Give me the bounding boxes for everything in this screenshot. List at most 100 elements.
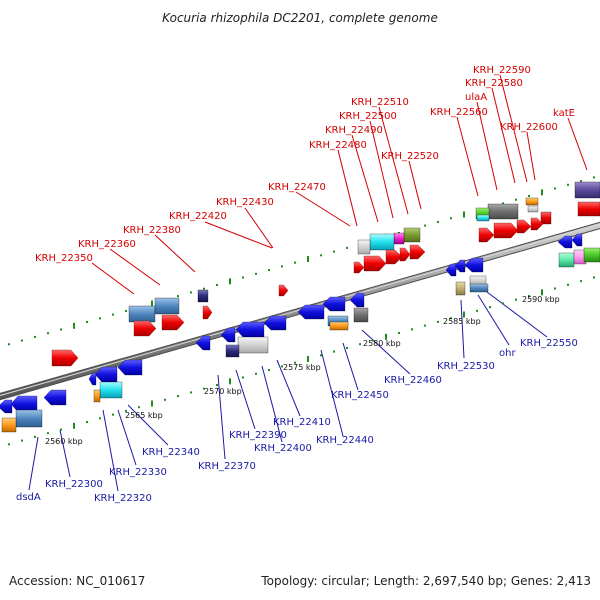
gene-box-krh22580 [487,203,519,220]
scale-tick [138,406,140,409]
scale-tick [502,202,504,205]
scale-tick [177,295,179,298]
scale-tick [34,335,36,338]
scale-tick [34,435,36,438]
kbp-label: 2560 kbp [45,437,83,446]
scale-tick [320,254,322,257]
scale-tick [255,372,257,375]
gene-label-krh22360: KRH_22360 [78,239,136,250]
scale-tick [60,428,62,431]
reverse-gene-arrow [297,304,325,320]
leader-kate [567,117,588,171]
reverse-gene-arrow [571,233,583,247]
gene-box-mint [558,252,575,268]
reverse-gene-arrow [220,327,236,343]
kbp-labels: 2560 kbp 2565 kbp 2570 kbp 2575 kbp 2580… [45,295,560,446]
forward-arrows [51,217,544,367]
gene-box-krh22560 [476,214,490,222]
leader-krh22330 [117,409,137,466]
leader-krh22460 [361,329,411,375]
scale-tick [463,311,465,318]
gene-label-krh22510: KRH_22510 [351,97,409,108]
reverse-gene-arrow [10,395,38,413]
scale-tick [541,289,543,296]
genome-summary-text: Topology: circular; Length: 2,697,540 bp… [261,574,591,588]
kbp-label: 2575 kbp [283,363,321,372]
scale-tick [203,287,205,290]
scale-tick [60,328,62,331]
scale-tick [307,256,309,262]
reverse-genes [1,247,600,433]
leader-ulaa [476,101,498,191]
gene-box-green [583,247,600,263]
forward-gene-arrow [363,255,387,272]
leader-krh22550 [486,291,548,338]
scale-tick [567,183,569,186]
forward-gene-arrow [399,247,411,262]
gene-label-krh22450: KRH_22450 [331,390,389,401]
scale-tick [112,413,114,416]
forward-gene-arrow [478,227,495,243]
gene-label-krh22410: KRH_22410 [273,417,331,428]
scale-tick [73,422,75,429]
leader-krh22580 [491,87,516,184]
gene-label-krh22400: KRH_22400 [254,443,312,454]
leader-krh22500 [369,120,394,219]
scale-tick [268,269,270,272]
gene-label-krh22330: KRH_22330 [109,467,167,478]
scale-tick [112,313,114,316]
scale-tick [99,417,101,420]
reverse-gene-arrow [117,359,143,376]
kbp-label: 2585 kbp [443,317,481,326]
forward-gene-arrow [278,284,289,297]
scale-tick [593,176,595,179]
scale-tick [424,224,426,227]
scale-tick [255,272,257,275]
gene-box-krh22350 [128,305,156,323]
kbp-label: 2565 kbp [125,411,163,420]
scale-tick [333,250,335,253]
gene-label-krh22580: KRH_22580 [465,78,523,89]
scale-tick [554,187,556,190]
scale-tick [463,211,465,218]
scale-tick [294,261,296,264]
gene-label-krh22600: KRH_22600 [500,122,558,133]
scale-tick [346,346,348,349]
scale-tick [47,332,49,335]
scale-tick [268,369,270,372]
forward-gene-arrow [161,314,185,331]
scale-tick [73,322,75,329]
scale-tick [593,276,595,279]
scale-tick [99,317,101,320]
reverse-gene-arrow [195,335,211,351]
top-gene-labels: KRH_22350 KRH_22360 KRH_22380 KRH_22420 … [35,65,575,264]
gene-label-krh22390: KRH_22390 [229,430,287,441]
gene-box-krh22460 [353,307,369,323]
scale-tick [411,328,413,331]
leader-lines [28,74,588,492]
leader-krh22520 [408,160,422,210]
leader-krh22380 [154,234,196,273]
gene-label-krh22380: KRH_22380 [123,225,181,236]
gene-box-krh22500 [393,232,405,245]
scale-tick [554,287,556,290]
reverse-gene-arrow [464,257,484,273]
gene-label-krh22440: KRH_22440 [316,435,374,446]
scale-tick [294,361,296,364]
gene-box-krh22300 [15,409,43,428]
leader-krh22530 [460,299,465,359]
scale-tick [359,343,361,346]
scale-tick [151,400,153,407]
leader-krh22340 [127,404,169,446]
gene-label-krh22350: KRH_22350 [35,253,93,264]
scale-tick [424,324,426,327]
scale-tick [8,343,10,346]
gene-label-krh22550: KRH_22550 [520,338,578,349]
forward-gene-arrow [353,261,365,274]
leader-krh22480 [337,149,358,227]
scale-tick [216,284,218,286]
kbp-label: 2590 kbp [522,295,560,304]
gene-box-ohr [469,275,487,286]
gene-box-krh22380 [197,289,209,303]
reverse-gene-arrow [322,296,346,312]
